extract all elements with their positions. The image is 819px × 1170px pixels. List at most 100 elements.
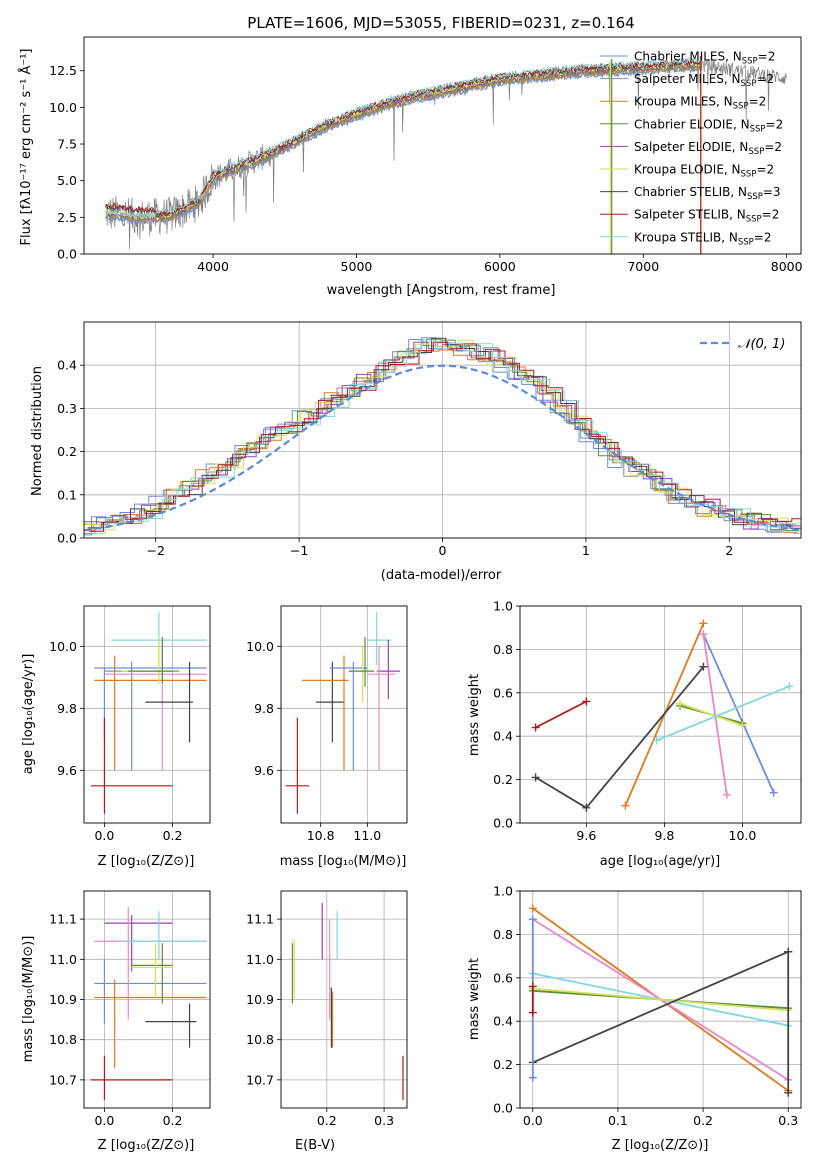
residuals-histogram-8 (90, 339, 801, 534)
mass-weight-vs-Z-panel: 0.0 0.1 0.2 0.3 0.0 0.2 0.4 0.6 0.8 1.0 Z [log₁₀(… (467, 884, 802, 1153)
age-vs-mass-ytick-label-1: 9.8 (254, 701, 274, 716)
mass-weight-vs-Z-series-6-marker-1 (528, 1073, 537, 1082)
mass-vs-ebv-panel: 0.2 0.3 10.7 10.8 10.9 11.0 11.1 E(B-V) (246, 890, 408, 1153)
spectrum-legend-label-sub-7: SSP (746, 215, 762, 225)
mass-weight-vs-age-series-6-marker-1 (582, 803, 591, 812)
mass-weight-vs-Z-xlabel: Z [log₁₀(Z/Z⊙)] (612, 1138, 709, 1153)
age-vs-Z-ylabel: age [log₁₀(age/yr)] (21, 654, 36, 775)
spectrum-legend-label-tail-0: =2 (758, 50, 776, 64)
spectrum-legend-label-main-5: Kroupa ELODIE, N (634, 163, 741, 177)
mass-weight-vs-age-series-0-marker-1 (769, 788, 778, 797)
spectrum-legend-label-sub-3: SSP (750, 124, 766, 134)
mass-weight-vs-Z-ytick-label-3: 0.6 (493, 970, 513, 985)
mass-vs-Z-frame (83, 890, 211, 1109)
mass-vs-ebv-ytick-label-2: 10.9 (246, 992, 274, 1007)
residuals-xtick-label-2: 0 (439, 543, 447, 558)
mass-weight-vs-age-series-6 (535, 666, 705, 809)
mass-vs-Z-ytick-label-3: 11.0 (49, 952, 77, 967)
mass-weight-vs-Z-ytick-label-1: 0.2 (493, 1057, 513, 1072)
mass-weight-vs-age-xtick-label-2: 10.0 (729, 828, 757, 843)
mass-weight-vs-age-marks: 9.6 9.8 10.0 0.0 0.2 0.4 0.6 0.8 1.0 (493, 599, 802, 843)
mass-weight-vs-age-frame (519, 605, 802, 824)
residuals-ytick-label-4: 0.4 (57, 358, 77, 373)
spectrum-legend-label-5: Kroupa ELODIE, NSSP=2 (634, 163, 774, 180)
age-vs-Z-marks: 0.0 0.2 9.6 9.8 10.0 (49, 605, 211, 843)
spectrum-legend-label-tail-8: =2 (754, 230, 772, 244)
spectrum-legend-label-tail-7: =2 (762, 208, 780, 222)
residuals-marks: −2 −1 0 1 2 0.0 0.1 0.2 0.3 0.4 𝒩(0, 1) (57, 321, 802, 558)
mass-vs-Z-ytick-label-4: 11.1 (49, 912, 77, 927)
mass-weight-vs-age-series-2 (702, 634, 728, 795)
spectrum-model-line-7 (105, 58, 700, 216)
mass-weight-vs-age-series-6-marker-2 (699, 662, 708, 671)
age-vs-mass-panel: 10.8 11.0 9.6 9.8 10.0 mass [log₁₀(M/M⊙)] (246, 605, 408, 869)
mass-weight-vs-age-ylabel: mass weight (467, 674, 482, 756)
spectrum-legend-label-main-0: Chabrier MILES, N (634, 50, 742, 64)
mass-weight-vs-Z-series-8-marker-0 (528, 1008, 537, 1017)
spectrum-ytick-label-1: 2.5 (57, 210, 77, 225)
age-vs-mass-xtick-label-0: 10.8 (307, 828, 335, 843)
spectrum-marks: 4000 5000 6000 7000 8000 0.0 2.5 5.0 7.5 10.0 12.5 (49, 36, 803, 274)
residuals-ytick-label-1: 0.1 (57, 487, 77, 502)
mass-weight-vs-Z-series-0-marker-0 (528, 904, 537, 913)
mass-vs-Z-marks: 0.0 0.2 10.7 10.8 10.9 11.0 11.1 (49, 890, 211, 1128)
spectrum-legend-label-tail-4: =2 (764, 140, 782, 154)
spectrum-frame (83, 36, 802, 255)
mass-vs-ebv-ytick-label-3: 11.0 (246, 952, 274, 967)
mass-weight-vs-age-series-5-marker-0 (652, 736, 661, 745)
age-vs-mass-marks: 10.8 11.0 9.6 9.8 10.0 (246, 605, 408, 843)
spectrum-legend-label-sub-8: SSP (738, 237, 754, 247)
spectrum-ytick-label-4: 10.0 (49, 100, 77, 115)
spectrum-xtick-label-4: 8000 (771, 259, 803, 274)
spectrum-legend-label-7: Salpeter STELIB, NSSP=2 (634, 208, 779, 225)
mass-weight-vs-age-xtick-label-0: 9.6 (576, 828, 596, 843)
residuals-histogram-2 (84, 349, 798, 534)
mass-vs-Z-panel: 0.0 0.2 10.7 10.8 10.9 11.0 11.1 Z [log₁₀(Z/Z⊙… (21, 890, 211, 1153)
mass-weight-vs-Z-series-6-marker-0 (528, 915, 537, 924)
mass-weight-vs-Z-marks: 0.0 0.1 0.2 0.3 0.0 0.2 0.4 0.6 0.8 1.0 (493, 884, 802, 1128)
spectrum-xtick-label-3: 7000 (627, 259, 659, 274)
spectrum-legend-label-main-7: Salpeter STELIB, N (634, 208, 746, 222)
spectrum-legend-label-sub-1: SSP (741, 79, 757, 89)
spectrum-legend-label-4: Salpeter ELODIE, NSSP=2 (634, 140, 782, 157)
age-vs-Z-panel: 0.0 0.2 9.6 9.8 10.0 Z [log₁₀(Z/Z⊙)] age [lo… (21, 605, 211, 869)
mass-weight-vs-age-xtick-label-1: 9.8 (654, 828, 674, 843)
age-vs-mass-ytick-label-2: 10.0 (246, 639, 274, 654)
spectrum-xtick-label-1: 5000 (341, 259, 373, 274)
age-vs-mass-frame (280, 605, 408, 824)
mass-weight-vs-age-series-0 (702, 633, 775, 793)
mass-weight-vs-Z-xtick-label-0: 0.0 (523, 1113, 543, 1128)
spectrum-model-line-8 (105, 56, 701, 219)
spectrum-title: PLATE=1606, MJD=53055, FIBERID=0231, z=0… (247, 14, 634, 32)
spectrum-legend-label-main-6: Chabrier STELIB, N (634, 185, 747, 199)
spectrum-legend-label-3: Chabrier ELODIE, NSSP=2 (634, 117, 783, 134)
spectrum-xtick-label-2: 6000 (484, 259, 516, 274)
mass-vs-ebv-xtick-label-0: 0.2 (317, 1113, 337, 1128)
mass-weight-vs-Z-ytick-label-4: 0.8 (493, 927, 513, 942)
age-vs-Z-ytick-label-2: 10.0 (49, 639, 77, 654)
mass-weight-vs-age-series-2-marker-0 (699, 630, 708, 639)
residuals-xtick-label-1: −1 (290, 543, 308, 558)
spectrum-legend-label-main-3: Chabrier ELODIE, N (634, 117, 750, 131)
mass-vs-Z-xtick-label-0: 0.0 (94, 1113, 114, 1128)
spectrum-ytick-label-0: 0.0 (57, 247, 77, 262)
mass-weight-vs-age-ytick-label-3: 0.6 (493, 685, 513, 700)
spectrum-legend-label-tail-2: =2 (749, 95, 767, 109)
mass-weight-vs-age-series-4-marker-1 (738, 721, 747, 730)
spectrum-xtick-label-0: 4000 (197, 259, 229, 274)
spectrum-legend-label-2: Kroupa MILES, NSSP=2 (634, 95, 766, 112)
mass-weight-vs-Z-xtick-label-2: 0.2 (693, 1113, 713, 1128)
mass-weight-vs-age-ytick-label-1: 0.2 (493, 772, 513, 787)
mass-weight-vs-age-ytick-label-4: 0.8 (493, 642, 513, 657)
age-vs-Z-xlabel: Z [log₁₀(Z/Z⊙)] (98, 854, 195, 869)
mass-weight-vs-Z-series-4 (532, 987, 789, 1012)
residuals-ytick-label-3: 0.3 (57, 401, 77, 416)
mass-weight-vs-Z-ytick-label-2: 0.4 (493, 1014, 513, 1029)
residuals-xtick-label-4: 2 (725, 543, 733, 558)
mass-weight-vs-age-series-7-marker-1 (582, 697, 591, 706)
mass-weight-vs-Z-series-7-marker-0 (784, 947, 793, 956)
age-vs-Z-ytick-label-0: 9.6 (57, 763, 77, 778)
spectrum-ylabel: Flux [fλ10⁻¹⁷ erg cm⁻² s⁻¹ Å⁻¹] (18, 49, 34, 246)
spectrum-legend-label-sub-0: SSP (742, 57, 758, 67)
